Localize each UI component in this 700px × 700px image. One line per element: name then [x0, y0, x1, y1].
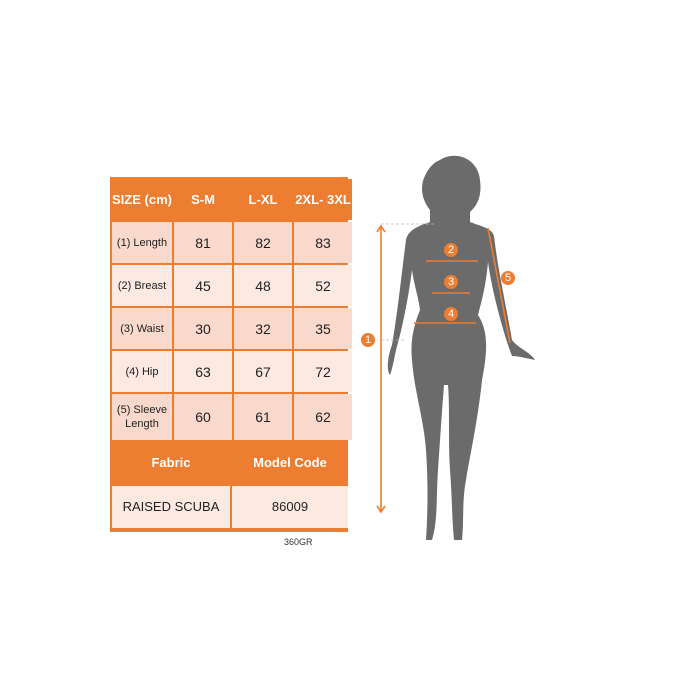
measurement-lines [376, 224, 511, 514]
header-size: SIZE (cm) [112, 179, 172, 220]
cell: 35 [294, 308, 352, 349]
cell: 60 [174, 394, 232, 440]
model-code-header: Model Code [232, 442, 348, 484]
header-2xl-3xl: 2XL- 3XL [294, 179, 352, 220]
size-chart-table: SIZE (cm) S-M L-XL 2XL- 3XL (1) Length 8… [110, 177, 352, 532]
fabric-header: Fabric [112, 442, 230, 484]
row-label: (4) Hip [112, 351, 172, 392]
marker-4-label: 4 [448, 308, 454, 320]
table-row: (1) Length 81 82 83 [112, 222, 352, 263]
cell: 82 [234, 222, 292, 263]
cell: 32 [234, 308, 292, 349]
table-row: (4) Hip 63 67 72 [112, 351, 352, 392]
cell: 83 [294, 222, 352, 263]
row-label: (5) Sleeve Length [112, 394, 172, 440]
fabric-value: RAISED SCUBA [112, 486, 230, 528]
table-row: (3) Waist 30 32 35 [112, 308, 352, 349]
marker-1-label: 1 [365, 334, 371, 346]
table-row: (5) Sleeve Length 60 61 62 [112, 394, 352, 440]
marker-2-label: 2 [448, 244, 454, 256]
row-label: (2) Breast [112, 265, 172, 306]
weight-note: 360GR [284, 537, 313, 547]
table-row: (2) Breast 45 48 52 [112, 265, 352, 306]
table-header-row: SIZE (cm) S-M L-XL 2XL- 3XL [112, 179, 352, 220]
cell: 61 [234, 394, 292, 440]
cell: 30 [174, 308, 232, 349]
header-s-m: S-M [174, 179, 232, 220]
header-l-xl: L-XL [234, 179, 292, 220]
marker-circles [361, 243, 515, 347]
cell: 45 [174, 265, 232, 306]
marker-3 [444, 275, 458, 289]
fabric-header-row: Fabric Model Code [112, 442, 348, 484]
model-code-value: 86009 [232, 486, 348, 528]
cell: 52 [294, 265, 352, 306]
cell: 48 [234, 265, 292, 306]
marker-5 [501, 271, 515, 285]
marker-5-label: 5 [505, 272, 511, 284]
marker-3-label: 3 [448, 276, 454, 288]
woman-silhouette [387, 155, 535, 541]
marker-4 [444, 307, 458, 321]
row-label: (1) Length [112, 222, 172, 263]
marker-2 [444, 243, 458, 257]
cell: 81 [174, 222, 232, 263]
cell: 62 [294, 394, 352, 440]
row-label: (3) Waist [112, 308, 172, 349]
fabric-row: RAISED SCUBA 86009 [112, 486, 348, 528]
cell: 63 [174, 351, 232, 392]
marker-1 [361, 333, 375, 347]
cell: 67 [234, 351, 292, 392]
cell: 72 [294, 351, 352, 392]
guide-lines [381, 223, 436, 341]
